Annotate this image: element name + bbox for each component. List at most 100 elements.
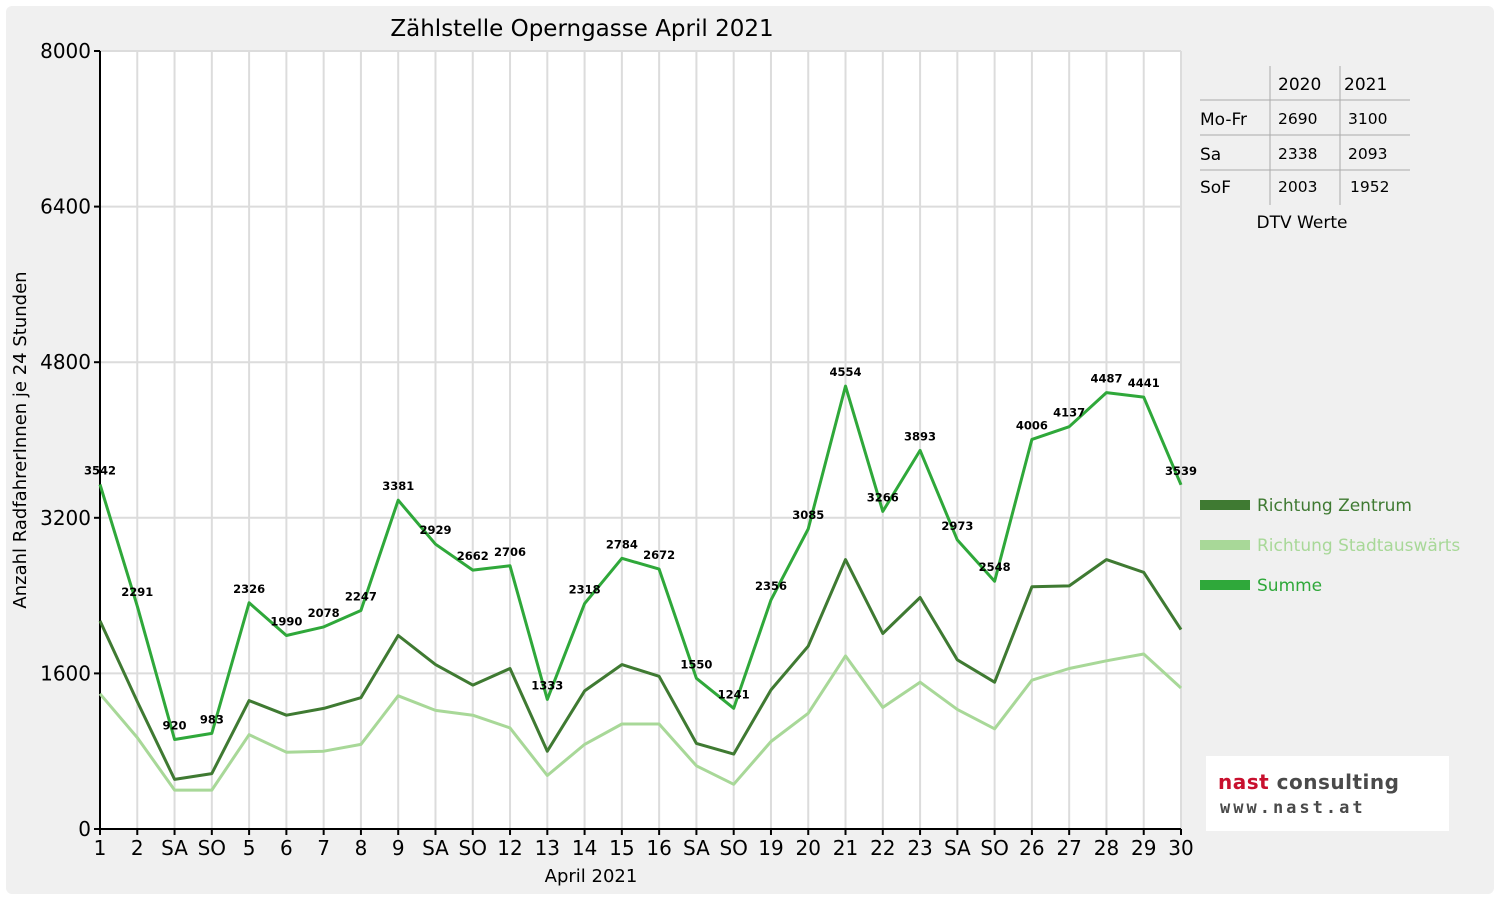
data-label: 4441 [1128, 376, 1160, 390]
series-layer [98, 384, 1183, 792]
data-label: 4487 [1090, 372, 1122, 386]
x-tick-label: SO [719, 836, 747, 860]
data-label: 2326 [233, 582, 265, 596]
data-label: 1241 [718, 687, 750, 701]
x-tick-label: 23 [907, 836, 932, 860]
data-label: 2078 [308, 606, 340, 620]
series-line-2 [98, 384, 1183, 741]
y-axis-label: Anzahl RadfahrerInnen je 24 Stunden [10, 271, 31, 608]
table-caption: DTV Werte [1257, 213, 1348, 233]
data-label: 2784 [606, 537, 638, 551]
x-tick-label: 5 [243, 836, 256, 860]
data-label: 2356 [755, 579, 787, 593]
x-tick-label: SO [980, 836, 1008, 860]
x-tick-label: 30 [1168, 836, 1193, 860]
table-row-label-sa: Sa [1200, 145, 1221, 165]
y-tick-label: 1600 [40, 661, 91, 685]
data-label: 2548 [979, 560, 1011, 574]
data-label: 2672 [643, 548, 675, 562]
chart-title: Zählstelle Operngasse April 2021 [390, 16, 773, 42]
x-tick-label: 26 [1019, 836, 1044, 860]
table-header-2020: 2020 [1278, 75, 1321, 95]
x-tick-label: 8 [355, 836, 368, 860]
data-label: 3266 [867, 490, 899, 504]
y-tick-label: 8000 [40, 39, 91, 63]
legend-swatch [1200, 580, 1250, 590]
x-tick-label: 6 [280, 836, 293, 860]
x-tick-label: 14 [572, 836, 597, 860]
table-cell-sof-2021: 1952 [1350, 178, 1389, 196]
x-tick-label: 2 [131, 836, 144, 860]
table-row-label-sof: SoF [1200, 178, 1231, 198]
legend-label: Summe [1257, 576, 1322, 596]
table-cell-sa-2020: 2338 [1278, 145, 1317, 163]
x-tick-label: 22 [870, 836, 895, 860]
data-label: 4006 [1016, 418, 1048, 432]
data-label: 3381 [382, 479, 414, 493]
x-tick-label: SO [198, 836, 226, 860]
y-tick-label: 4800 [40, 350, 91, 374]
table-cell-sof-2020: 2003 [1278, 178, 1317, 196]
legend: Richtung Zentrum Richtung Stadtauswärts Su… [1200, 496, 1460, 596]
x-tick-label: SA [683, 836, 710, 860]
data-label: 2662 [457, 549, 489, 563]
logo-word-consulting: consulting [1269, 770, 1400, 794]
data-label: 3085 [792, 508, 824, 522]
data-label: 2973 [941, 519, 973, 533]
x-tick-label: 20 [796, 836, 821, 860]
logo-word-nast: nast [1218, 770, 1270, 794]
x-tick-label: SO [459, 836, 487, 860]
data-label: 1333 [531, 678, 563, 692]
data-label: 1550 [680, 657, 712, 671]
data-label: 2318 [569, 583, 601, 597]
x-axis-label: April 2021 [545, 866, 638, 887]
data-label: 3542 [84, 464, 116, 478]
x-tick-label: 27 [1056, 836, 1081, 860]
legend-swatch [1200, 500, 1250, 510]
data-label: 983 [200, 712, 224, 726]
table-header-2021: 2021 [1344, 75, 1387, 95]
x-tick-label: 29 [1131, 836, 1156, 860]
data-label: 4554 [830, 365, 862, 379]
data-label: 2929 [419, 523, 451, 537]
data-label: 2247 [345, 589, 377, 603]
x-tick-label: SA [161, 836, 188, 860]
legend-swatch [1200, 540, 1250, 550]
x-tick-label: SA [422, 836, 449, 860]
y-tick-label: 3200 [40, 506, 91, 530]
x-tick-label: 16 [646, 836, 671, 860]
x-tick-label: SA [944, 836, 971, 860]
data-labels: 3542 2291 920 983 2326 1990 2078 2247 3381 2929 26… [84, 365, 1197, 732]
x-tick-label: 13 [535, 836, 560, 860]
plot-area [100, 51, 1181, 829]
table-row-label-mofr: Mo-Fr [1200, 110, 1247, 130]
series-line-0 [98, 558, 1183, 781]
dtv-table: 2020 2021 Mo-Fr 2690 3100 Sa 2338 2093 S… [1200, 66, 1410, 233]
table-cell-mofr-2021: 3100 [1348, 110, 1387, 128]
data-label: 920 [163, 719, 187, 733]
x-tick-label: 12 [497, 836, 522, 860]
table-cell-sa-2021: 2093 [1348, 145, 1387, 163]
data-label: 3539 [1165, 464, 1197, 478]
x-tick-label: 28 [1094, 836, 1119, 860]
x-tick-label: 15 [609, 836, 634, 860]
logo-url: www.nast.at [1220, 798, 1366, 818]
y-tick-label: 0 [78, 817, 91, 841]
x-tick-label: 1 [94, 836, 107, 860]
data-label: 4137 [1053, 406, 1085, 420]
data-label: 1990 [270, 614, 302, 628]
x-tick-label: 9 [392, 836, 405, 860]
data-label: 2291 [121, 585, 153, 599]
data-label: 2706 [494, 545, 526, 559]
legend-label: Richtung Stadtauswärts [1257, 536, 1460, 556]
table-cell-mofr-2020: 2690 [1278, 110, 1317, 128]
series-line-1 [98, 652, 1183, 792]
nast-consulting-logo: nast consulting www.nast.at [1206, 756, 1449, 831]
y-tick-label: 6400 [40, 195, 91, 219]
x-tick-label: 21 [833, 836, 858, 860]
x-tick-label: 7 [317, 836, 330, 860]
data-label: 3893 [904, 429, 936, 443]
legend-label: Richtung Zentrum [1257, 496, 1412, 516]
